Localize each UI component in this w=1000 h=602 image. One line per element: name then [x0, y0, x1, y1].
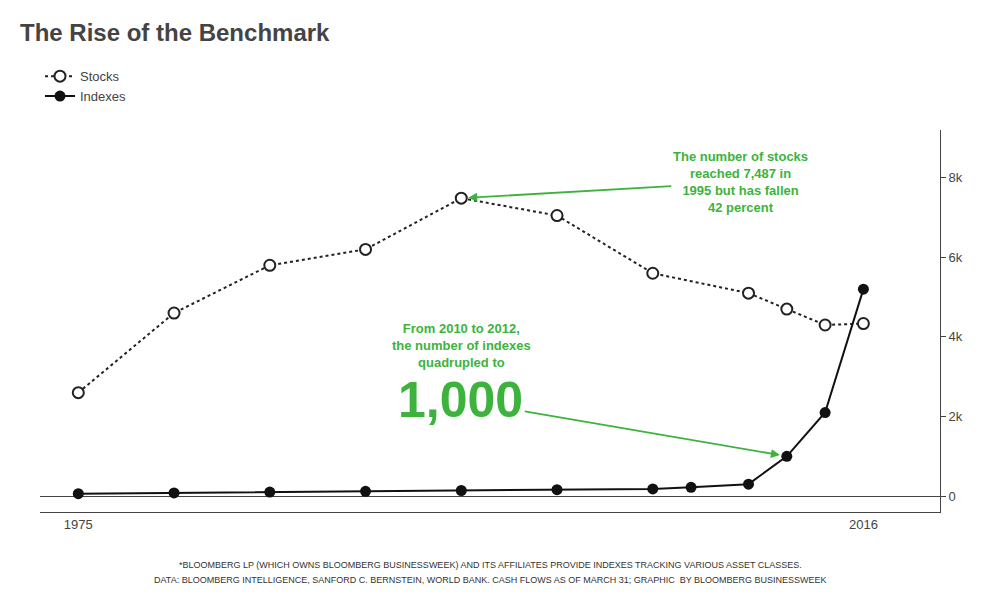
svg-text:4k: 4k	[949, 329, 963, 344]
svg-text:2016: 2016	[849, 517, 878, 532]
svg-text:1975: 1975	[64, 517, 93, 532]
svg-text:The Rise of the Benchmark: The Rise of the Benchmark	[20, 19, 330, 46]
svg-text:8k: 8k	[949, 170, 963, 185]
svg-text:Stocks: Stocks	[80, 69, 120, 84]
svg-text:DATA: BLOOMBERG INTELLIGENCE,: DATA: BLOOMBERG INTELLIGENCE, SANFORD C.…	[154, 575, 827, 585]
svg-text:0: 0	[949, 489, 956, 504]
svg-text:The number of stocksreached 7,: The number of stocksreached 7,487 in1995…	[673, 149, 808, 215]
svg-text:From 2010 to 2012,the number o: From 2010 to 2012,the number of indexesq…	[392, 321, 531, 370]
svg-text:6k: 6k	[949, 250, 963, 265]
svg-text:2k: 2k	[949, 409, 963, 424]
svg-text:Indexes: Indexes	[80, 89, 126, 104]
svg-text:*BLOOMBERG LP (WHICH OWNS BLOO: *BLOOMBERG LP (WHICH OWNS BLOOMBERG BUSI…	[179, 560, 802, 570]
svg-text:1,000: 1,000	[398, 372, 523, 428]
